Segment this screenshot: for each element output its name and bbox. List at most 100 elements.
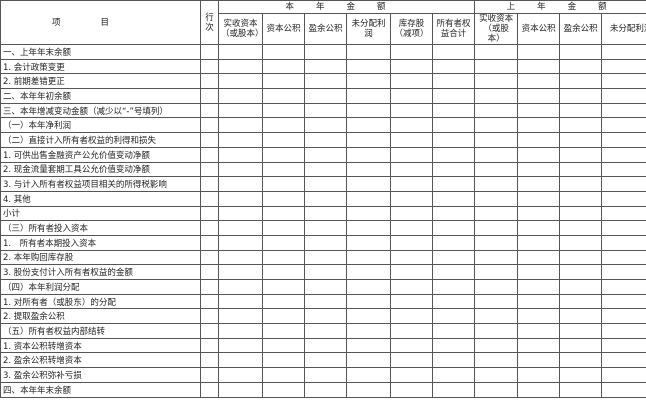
- empty-cell: [218, 323, 263, 339]
- table-row: 2. 提取盈余公积: [0, 308, 646, 325]
- empty-cell: [346, 308, 391, 325]
- empty-cell: [559, 44, 603, 60]
- empty-cell: [346, 249, 391, 266]
- empty-cell: [200, 264, 219, 280]
- empty-cell: [304, 293, 347, 310]
- empty-cell: [346, 234, 391, 251]
- empty-cell: [262, 367, 305, 383]
- empty-cell: [218, 161, 263, 178]
- empty-cell: [218, 279, 263, 295]
- empty-cell: [601, 58, 646, 75]
- empty-cell: [218, 234, 263, 251]
- empty-cell: [304, 249, 347, 266]
- empty-cell: [200, 44, 219, 60]
- empty-cell: [346, 88, 391, 104]
- empty-cell: [601, 146, 646, 163]
- empty-cell: [474, 293, 519, 310]
- empty-cell: [200, 352, 219, 369]
- empty-cell: [390, 132, 433, 148]
- row-label: 1. 资本公积转增资本: [0, 337, 201, 354]
- empty-cell: [200, 279, 219, 295]
- empty-cell: [431, 308, 476, 325]
- empty-cell: [304, 337, 347, 354]
- empty-cell: [304, 220, 347, 236]
- empty-cell: [559, 102, 603, 119]
- empty-cell: [517, 381, 561, 398]
- empty-cell: [559, 132, 603, 148]
- empty-cell: [304, 132, 347, 148]
- empty-cell: [474, 58, 519, 75]
- table-row: （三）所有者投入资本: [0, 220, 646, 236]
- column-header: 库存股（减项）: [390, 13, 433, 45]
- empty-cell: [601, 73, 646, 90]
- row-label: 3. 与计入所有者权益项目相关的所得税影响: [0, 176, 201, 192]
- header-row: 实收资本（或股本） 资本公积 盈余公积 未分配利润 库存股（减项） 所有者权益合计 实收资本…: [1, 13, 646, 45]
- empty-cell: [431, 190, 476, 207]
- empty-cell: [218, 308, 263, 325]
- empty-cell: [601, 117, 646, 134]
- empty-cell: [474, 323, 519, 339]
- empty-cell: [200, 102, 219, 119]
- empty-cell: [559, 220, 603, 236]
- empty-cell: [200, 234, 219, 251]
- empty-cell: [517, 73, 561, 90]
- empty-cell: [200, 367, 219, 383]
- empty-cell: [517, 308, 561, 325]
- table-row: 小计: [0, 205, 646, 222]
- empty-cell: [304, 117, 347, 134]
- empty-cell: [431, 44, 476, 60]
- empty-cell: [431, 220, 476, 236]
- empty-cell: [218, 146, 263, 163]
- empty-cell: [262, 293, 305, 310]
- empty-cell: [517, 367, 561, 383]
- empty-cell: [474, 367, 519, 383]
- row-label: 一、上年年末余额: [0, 44, 201, 60]
- empty-cell: [517, 161, 561, 178]
- empty-cell: [390, 293, 433, 310]
- row-label: 1. 所有者本期投入资本: [0, 234, 201, 251]
- empty-cell: [431, 205, 476, 222]
- empty-cell: [431, 249, 476, 266]
- row-label: 二、本年年初余额: [0, 88, 201, 104]
- column-header: 所有者权益合计: [431, 13, 476, 45]
- empty-cell: [601, 352, 646, 369]
- empty-cell: [431, 102, 476, 119]
- empty-cell: [200, 249, 219, 266]
- empty-cell: [431, 367, 476, 383]
- empty-cell: [390, 117, 433, 134]
- empty-cell: [517, 205, 561, 222]
- empty-cell: [200, 190, 219, 207]
- empty-cell: [200, 161, 219, 178]
- empty-cell: [517, 293, 561, 310]
- empty-cell: [601, 88, 646, 104]
- table-row: 一、上年年末余额: [0, 44, 646, 60]
- column-header: 盈余公积: [304, 13, 347, 45]
- empty-cell: [431, 264, 476, 280]
- empty-cell: [431, 352, 476, 369]
- empty-cell: [601, 323, 646, 339]
- empty-cell: [200, 293, 219, 310]
- table-row: 2. 前期差错更正: [0, 73, 646, 90]
- empty-cell: [559, 190, 603, 207]
- empty-cell: [200, 117, 219, 134]
- empty-cell: [559, 308, 603, 325]
- row-label: 三、本年增减变动金额（减少以“-”号填列）: [0, 102, 201, 119]
- table-row: 2. 本年购回库存股: [0, 249, 646, 266]
- empty-cell: [346, 102, 391, 119]
- table-row: （一）本年净利润: [0, 117, 646, 134]
- empty-cell: [601, 102, 646, 119]
- empty-cell: [431, 58, 476, 75]
- empty-cell: [390, 381, 433, 398]
- empty-cell: [517, 132, 561, 148]
- empty-cell: [559, 279, 603, 295]
- empty-cell: [601, 161, 646, 178]
- empty-cell: [304, 161, 347, 178]
- empty-cell: [262, 352, 305, 369]
- table-row: （五）所有者权益内部结转: [0, 323, 646, 339]
- empty-cell: [346, 367, 391, 383]
- empty-cell: [304, 102, 347, 119]
- empty-cell: [559, 293, 603, 310]
- row-label: 2. 本年购回库存股: [0, 249, 201, 266]
- empty-cell: [218, 337, 263, 354]
